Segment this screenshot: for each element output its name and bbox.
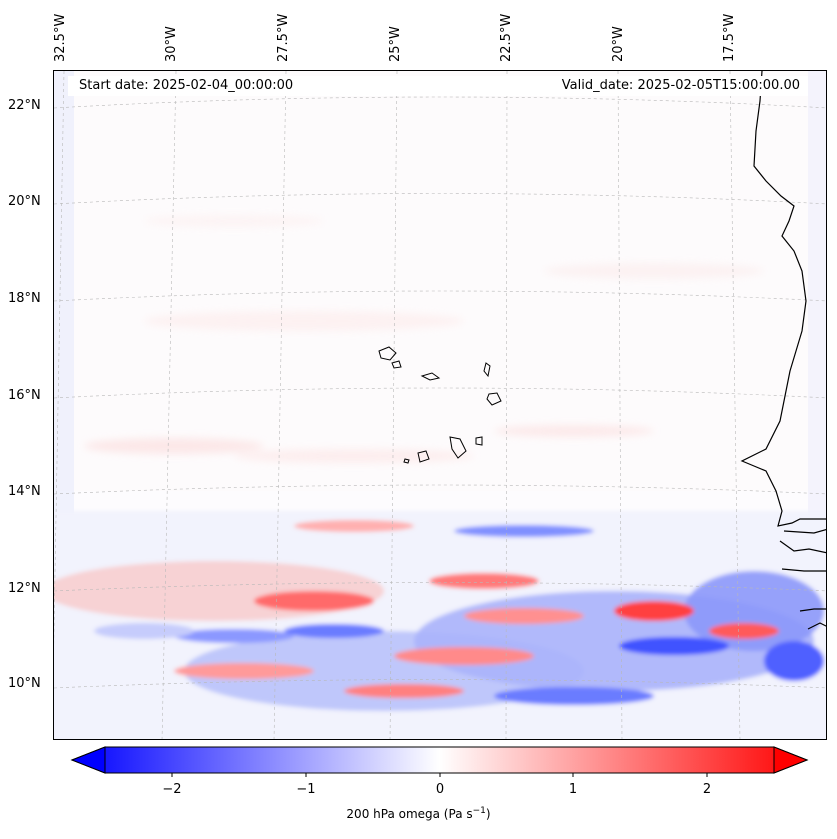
colorbar-min-extend xyxy=(70,746,106,774)
lat-label-20n: 20°N xyxy=(8,194,41,209)
lon-label-30w: 30°W xyxy=(164,26,179,62)
coastline xyxy=(740,71,826,630)
lat-label-22n: 22°N xyxy=(8,98,41,113)
colorbar-max-extend xyxy=(773,746,809,774)
lat-label-14n: 14°N xyxy=(8,484,41,499)
colorbar-title: 200 hPa omega (Pa s−1) xyxy=(346,806,491,821)
valid-date: Valid_date: 2025-02-05T15:00:00.00 xyxy=(561,78,800,93)
colorbar-gradient xyxy=(70,746,809,774)
lon-label-20w: 20°W xyxy=(611,26,626,62)
lon-label-17-5w: 17.5°W xyxy=(722,13,737,62)
weak-signal-layer xyxy=(84,215,764,463)
lat-label-18n: 18°N xyxy=(8,291,41,306)
convective-zone xyxy=(54,511,826,739)
graticule xyxy=(54,71,826,739)
omega-field xyxy=(54,71,826,739)
colorbar-ticks xyxy=(171,773,708,777)
lon-label-32-5w: 32.5°W xyxy=(53,13,68,62)
lat-label-10n: 10°N xyxy=(8,676,41,691)
lon-label-22-5w: 22.5°W xyxy=(499,13,514,62)
map-panel xyxy=(53,70,827,740)
lat-label-12n: 12°N xyxy=(8,581,41,596)
lat-label-16n: 16°N xyxy=(8,388,41,403)
colorbar-tick-0: 0 xyxy=(435,782,445,797)
lon-label-25w: 25°W xyxy=(388,26,403,62)
colorbar-tick-minus1: −1 xyxy=(296,782,316,797)
date-banner xyxy=(68,76,808,96)
cape-verde-islands xyxy=(378,346,502,464)
colorbar-tick-minus2: −2 xyxy=(162,782,182,797)
colorbar-tick-1: 1 xyxy=(568,782,578,797)
lon-label-27-5w: 27.5°W xyxy=(276,13,291,62)
colorbar-tick-2: 2 xyxy=(702,782,712,797)
start-date: Start date: 2025-02-04_00:00:00 xyxy=(79,78,294,93)
